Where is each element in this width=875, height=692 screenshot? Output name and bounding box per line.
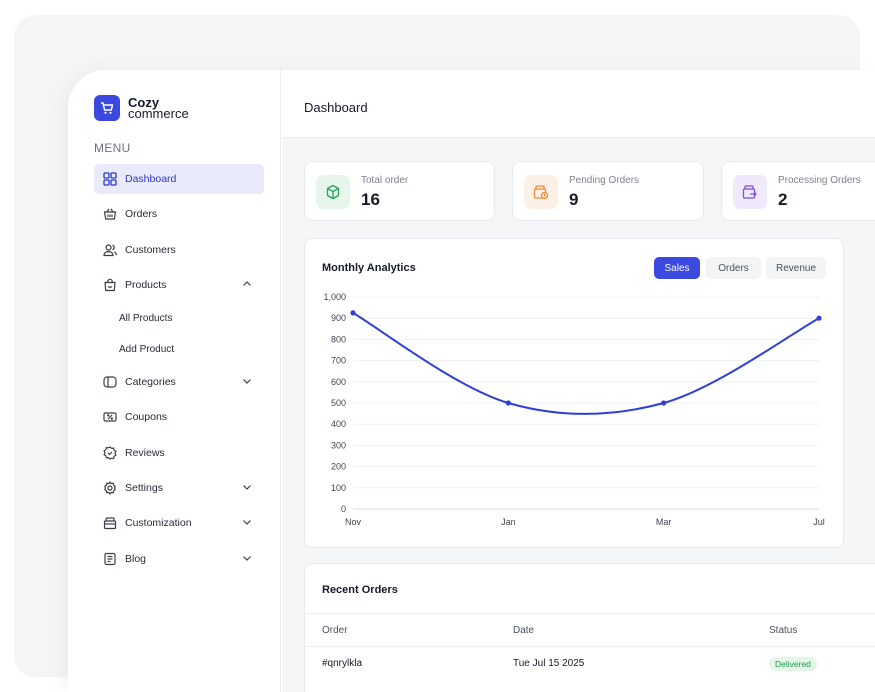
- stat-card-pending-orders[interactable]: Pending Orders 9: [512, 161, 704, 221]
- tab-revenue[interactable]: Revenue: [766, 257, 826, 279]
- sidebar-item-label: Blog: [125, 552, 147, 565]
- monthly-analytics-panel: Monthly Analytics Sales Orders Revenue 0…: [304, 238, 844, 548]
- recent-orders-title: Recent Orders: [322, 584, 398, 596]
- sales-line-chart: 0 100 200 300 400 500 600 700 800 900 1,000 Nov Jan M…: [323, 292, 825, 527]
- badge-icon: [103, 446, 117, 460]
- sidebar-item-label: Products: [125, 278, 167, 291]
- main-content: Total order 16 Pending Orders 9 Processi…: [282, 138, 875, 692]
- chevron-down-icon[interactable]: [242, 376, 252, 386]
- stat-card-total-order[interactable]: Total order 16: [304, 161, 495, 221]
- sidebar-nav: Dashboard Orders Customers Products All …: [94, 164, 264, 579]
- clock-box-icon: [524, 175, 558, 209]
- sidebar-item-label: Customization: [125, 517, 192, 530]
- column-header-order[interactable]: Order: [322, 625, 348, 636]
- stat-value: 16: [361, 190, 380, 209]
- y-tick-label: 1,000: [323, 292, 346, 302]
- stat-value: 2: [778, 190, 788, 209]
- page-title: Dashboard: [304, 100, 368, 115]
- sidebar-item-label: Customers: [125, 243, 176, 256]
- truck-box-icon: [733, 175, 767, 209]
- tab-orders[interactable]: Orders: [706, 257, 761, 279]
- tab-sales[interactable]: Sales: [654, 257, 700, 279]
- document-icon: [103, 552, 117, 566]
- y-tick-label: 700: [331, 356, 346, 366]
- y-tick-label: 800: [331, 334, 346, 344]
- stat-label: Total order: [361, 175, 409, 186]
- sidebar-item-label: Reviews: [125, 446, 165, 459]
- chevron-down-icon[interactable]: [242, 553, 252, 563]
- cart-icon: [94, 95, 120, 121]
- data-point: [350, 310, 356, 316]
- y-tick-label: 100: [331, 483, 346, 493]
- sidebar-item-label: Categories: [125, 376, 176, 389]
- cube-icon: [316, 175, 350, 209]
- sidebar-item-label: Settings: [125, 482, 163, 495]
- x-tick-label: Mar: [656, 517, 672, 527]
- app-window: Cozy commerce MENU Dashboard Orders Cust…: [68, 70, 875, 692]
- column-header-date[interactable]: Date: [513, 625, 535, 636]
- y-tick-label: 900: [331, 313, 346, 323]
- column-header-status[interactable]: Status: [769, 625, 798, 636]
- sidebar-item-settings[interactable]: Settings: [94, 473, 264, 503]
- data-point: [661, 400, 667, 406]
- top-bar: Dashboard: [282, 70, 875, 138]
- stat-value: 9: [569, 190, 579, 209]
- x-tick-label: Nov: [345, 517, 362, 527]
- tag-icon: [103, 375, 117, 389]
- recent-orders-panel: Recent Orders Order Date Status #qnrylkl…: [304, 563, 875, 692]
- data-point: [816, 315, 822, 321]
- basket-icon: [103, 207, 117, 221]
- sidebar-item-orders[interactable]: Orders: [94, 199, 264, 229]
- box-icon: [103, 516, 117, 530]
- stat-label: Processing Orders: [778, 175, 861, 186]
- y-tick-label: 300: [331, 440, 346, 450]
- users-icon: [103, 243, 117, 257]
- menu-title: MENU: [94, 141, 131, 155]
- brand-logo[interactable]: Cozy commerce: [94, 95, 189, 121]
- brand-name-line1: Cozy: [128, 95, 160, 110]
- table-row[interactable]: #qnrylkla Tue Jul 15 2025 Delivered: [305, 647, 875, 683]
- sidebar-item-customization[interactable]: Customization: [94, 508, 264, 538]
- sidebar-item-dashboard[interactable]: Dashboard: [94, 164, 264, 194]
- grid-icon: [103, 172, 117, 186]
- y-tick-label: 500: [331, 398, 346, 408]
- sidebar-item-blog[interactable]: Blog: [94, 544, 264, 574]
- status-badge: Delivered: [769, 657, 817, 671]
- y-tick-label: 0: [341, 504, 346, 514]
- sidebar-subitem-all-products[interactable]: All Products: [119, 312, 173, 324]
- gear-icon: [103, 481, 117, 496]
- stat-label: Pending Orders: [569, 175, 640, 186]
- sidebar-item-label: Coupons: [125, 411, 168, 424]
- chevron-down-icon[interactable]: [242, 517, 252, 527]
- order-date: Tue Jul 15 2025: [513, 658, 585, 669]
- sidebar-item-customers[interactable]: Customers: [94, 235, 264, 265]
- brand-name-line2: commerce: [128, 106, 189, 121]
- x-tick-label: Jan: [501, 517, 516, 527]
- sidebar-item-label: Dashboard: [125, 173, 177, 185]
- ticket-icon: [103, 410, 117, 424]
- sidebar-item-label: Orders: [125, 208, 158, 221]
- order-id[interactable]: #qnrylkla: [322, 658, 363, 669]
- sidebar: Cozy commerce MENU Dashboard Orders Cust…: [68, 70, 281, 692]
- sidebar-item-products[interactable]: Products: [94, 270, 264, 300]
- stat-card-processing-orders[interactable]: Processing Orders 2: [721, 161, 875, 221]
- analytics-title: Monthly Analytics: [322, 262, 416, 274]
- sidebar-subitem-add-product[interactable]: Add Product: [119, 343, 175, 355]
- sidebar-item-coupons[interactable]: Coupons: [94, 402, 264, 432]
- orders-table-header: Order Date Status: [305, 613, 875, 647]
- sidebar-item-categories[interactable]: Categories: [94, 367, 264, 397]
- y-tick-label: 600: [331, 377, 346, 387]
- chevron-up-icon[interactable]: [242, 279, 252, 289]
- data-point: [505, 400, 511, 406]
- x-tick-label: Jul: [813, 517, 825, 527]
- bag-icon: [103, 278, 117, 292]
- chevron-down-icon[interactable]: [242, 482, 252, 492]
- sidebar-item-reviews[interactable]: Reviews: [94, 438, 264, 468]
- series-line: [352, 312, 820, 415]
- y-tick-label: 400: [331, 419, 346, 429]
- y-tick-label: 200: [331, 462, 346, 472]
